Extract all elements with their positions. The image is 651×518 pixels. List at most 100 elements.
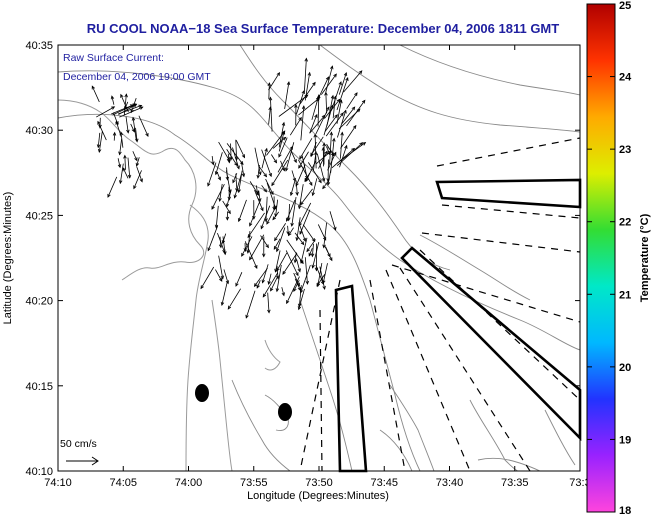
- current-vector: [270, 154, 278, 164]
- colorbar-tick-label: 18: [619, 505, 631, 517]
- y-tick-label: 40:35: [25, 40, 53, 52]
- current-vector: [316, 273, 326, 287]
- current-vector: [96, 132, 101, 149]
- current-vector: [98, 117, 102, 129]
- current-vector: [97, 120, 107, 141]
- current-vector: [214, 205, 219, 229]
- current-vector: [261, 149, 272, 178]
- current-vector: [341, 106, 356, 124]
- current-vector: [221, 233, 227, 244]
- subtitle-line-1: Raw Surface Current:: [63, 52, 164, 64]
- current-vector: [299, 237, 308, 264]
- current-vector: [267, 292, 271, 314]
- current-vector: [267, 82, 272, 100]
- current-vector: [324, 98, 341, 119]
- current-vector: [294, 232, 305, 246]
- current-vector: [271, 159, 289, 187]
- current-vector: [337, 109, 347, 138]
- current-vector: [261, 264, 269, 284]
- scale-label: 50 cm/s: [60, 438, 97, 450]
- current-vector: [235, 173, 239, 193]
- current-vector: [289, 180, 296, 197]
- current-vector: [223, 269, 230, 285]
- current-vector: [258, 190, 262, 203]
- current-vector: [91, 85, 100, 103]
- current-vector: [256, 280, 261, 289]
- current-vector: [270, 275, 279, 292]
- x-axis-label: Longitude (Degrees:Minutes): [247, 490, 389, 502]
- current-vector: [260, 205, 271, 230]
- x-tick-label: 74:05: [109, 477, 137, 489]
- current-vector: [313, 133, 317, 169]
- current-vector: [318, 150, 328, 169]
- y-tick-label: 40:25: [25, 210, 53, 222]
- scale-vector: 50 cm/s: [60, 438, 99, 466]
- current-vector: [211, 156, 215, 166]
- current-vector: [336, 99, 343, 124]
- current-vector: [262, 272, 279, 298]
- current-vector: [241, 236, 253, 257]
- current-vector: [122, 167, 129, 179]
- current-vector: [245, 290, 256, 319]
- current-vector: [289, 116, 302, 136]
- current-vector: [225, 211, 230, 221]
- current-vector: [119, 131, 124, 148]
- current-vector: [112, 131, 117, 141]
- current-vector: [243, 243, 248, 253]
- current-vector: [222, 236, 227, 256]
- current-vector: [225, 170, 232, 194]
- current-vector: [306, 239, 316, 253]
- current-vector: [275, 264, 282, 293]
- current-vector: [220, 281, 228, 306]
- current-vector: [278, 137, 288, 158]
- current-vector: [237, 199, 247, 223]
- current-vector: [346, 92, 358, 109]
- colorbar-tick-label: 25: [619, 0, 631, 12]
- x-tick-label: 73:45: [370, 477, 398, 489]
- current-vector: [331, 147, 356, 169]
- current-vector: [216, 171, 221, 181]
- chart-title: RU COOL NOAA−18 Sea Surface Temperature:…: [87, 21, 559, 36]
- current-vector: [293, 280, 300, 292]
- current-vector: [300, 105, 306, 141]
- current-vector: [227, 153, 231, 164]
- current-vector: [340, 124, 357, 149]
- current-vector: [237, 170, 243, 194]
- current-vector: [135, 157, 140, 167]
- x-tick-label: 73:3: [569, 477, 590, 489]
- current-vector: [305, 160, 317, 183]
- colorbar-tick-label: 19: [619, 434, 631, 446]
- current-vector: [296, 89, 305, 115]
- current-vector: [346, 99, 366, 127]
- current-vector: [278, 121, 286, 148]
- current-vector: [120, 93, 129, 113]
- current-vector: [321, 146, 326, 167]
- current-vector: [227, 288, 241, 310]
- current-vector: [249, 234, 265, 261]
- x-tick-label: 74:10: [44, 477, 72, 489]
- y-axis: 40:35 40:30 40:25 40:20 40:15 40:10: [25, 40, 580, 478]
- current-vector: [118, 138, 123, 156]
- current-vector: [218, 183, 223, 202]
- current-vector: [326, 94, 335, 126]
- current-vector: [125, 116, 130, 134]
- current-vector: [226, 143, 244, 166]
- current-vector: [325, 65, 334, 93]
- current-vectors: [91, 57, 367, 319]
- current-vector: [235, 272, 243, 287]
- current-vector: [311, 242, 320, 269]
- current-vector: [215, 269, 223, 282]
- current-vector: [278, 130, 286, 152]
- current-vector: [298, 151, 309, 169]
- y-tick-label: 40:20: [25, 296, 53, 308]
- current-vector: [311, 178, 318, 197]
- plot-area: Raw Surface Current: December 04, 2006 1…: [57, 44, 582, 473]
- current-vector: [294, 103, 298, 126]
- current-vector: [326, 146, 331, 156]
- current-vector: [310, 243, 315, 258]
- current-vector: [293, 252, 298, 264]
- colorbar-tick-label: 21: [619, 289, 631, 301]
- current-vector: [136, 166, 143, 183]
- current-vector: [268, 71, 281, 91]
- current-vector: [295, 180, 299, 197]
